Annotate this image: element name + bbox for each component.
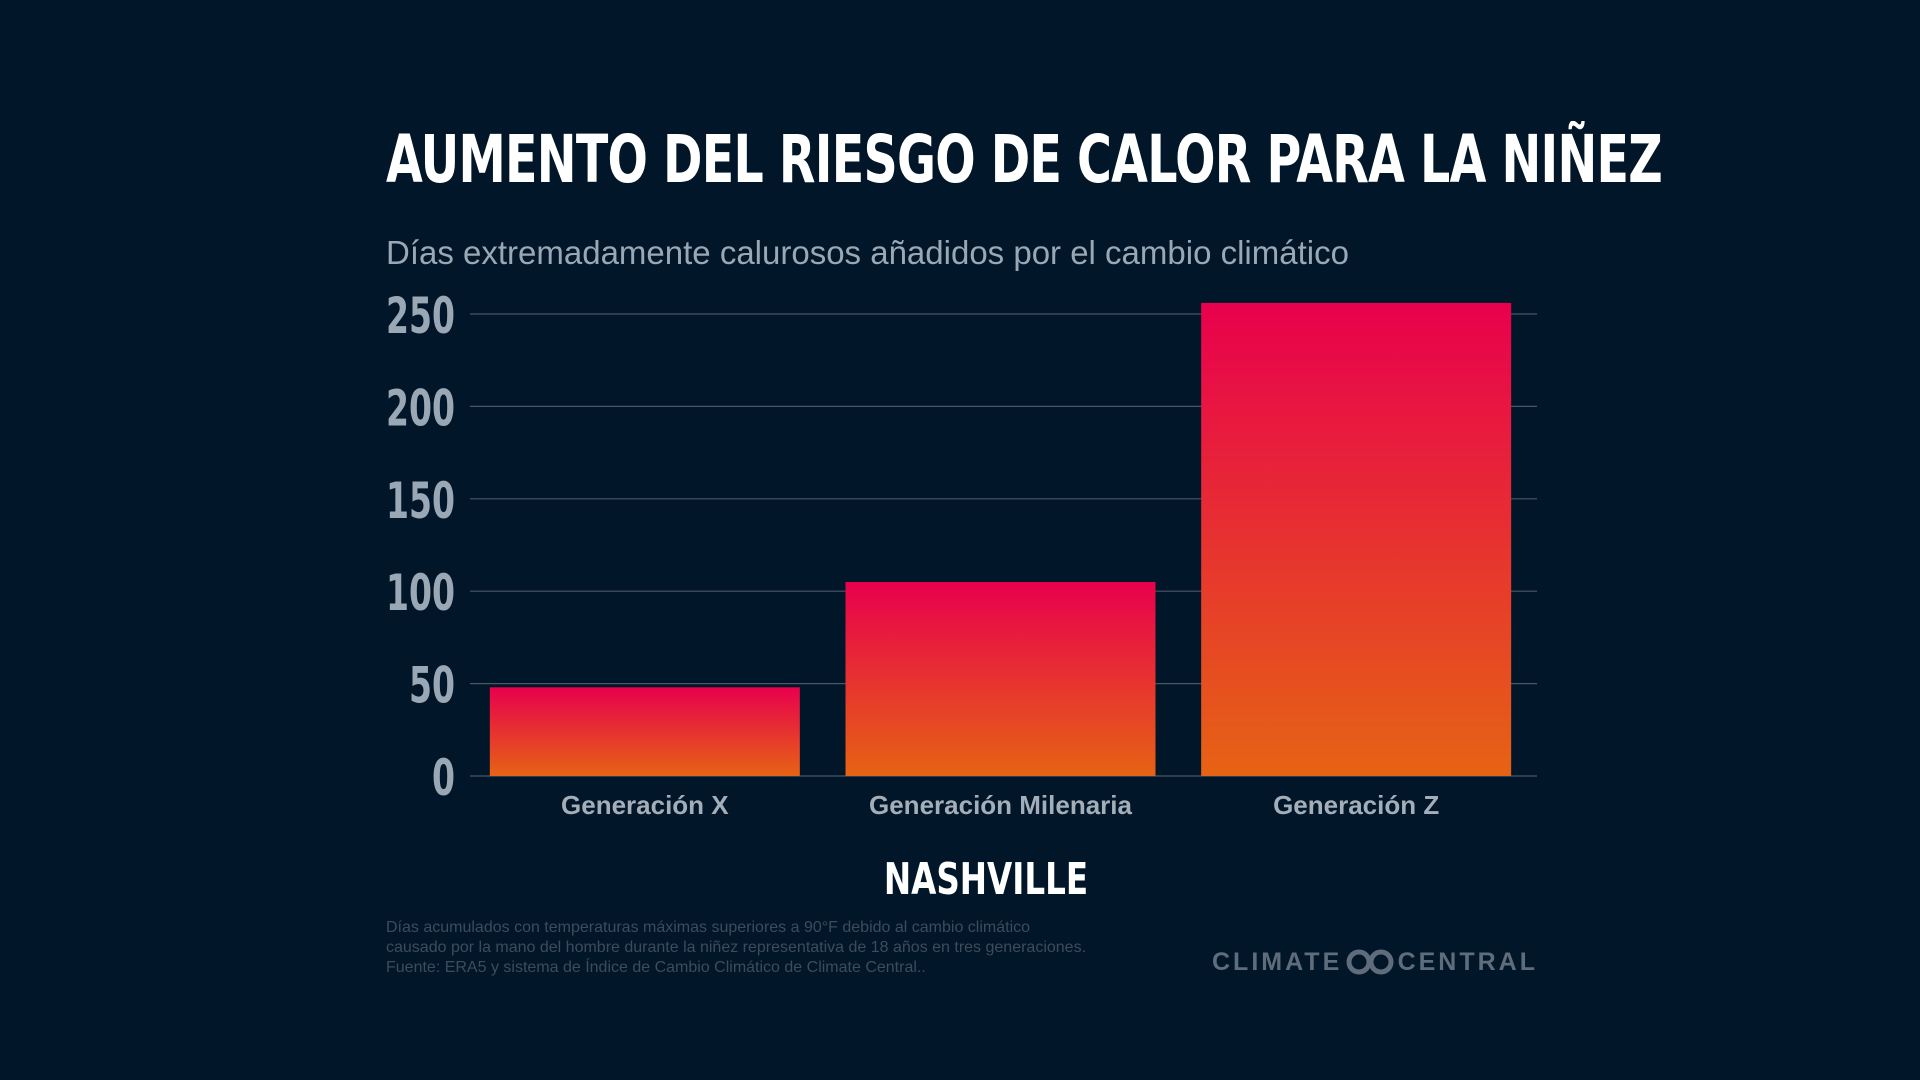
y-tick-label: 100 xyxy=(386,564,455,622)
x-category-label: Generación Milenaria xyxy=(869,790,1133,820)
brand-word-right: CENTRAL xyxy=(1397,947,1538,976)
footnote-line: causado por la mano del hombre durante l… xyxy=(386,939,1087,956)
y-axis: 0 50 100 150 200 250 xyxy=(386,287,455,807)
bar xyxy=(489,687,800,776)
y-tick-label: 0 xyxy=(432,749,455,807)
bars xyxy=(489,302,1512,776)
x-category-label: Generación Z xyxy=(1273,790,1439,820)
climate-central-logo: CLIMATE CENTRAL xyxy=(1212,944,1538,980)
bar xyxy=(845,581,1156,776)
footnote-line: Fuente: ERA5 y sistema de Índice de Camb… xyxy=(386,959,926,976)
brand-word-left: CLIMATE xyxy=(1212,947,1343,976)
footnote: Días acumulados con temperaturas máximas… xyxy=(386,918,1186,978)
infinity-loop-icon xyxy=(1346,949,1394,975)
y-tick-label: 200 xyxy=(386,379,455,437)
footnote-line: Días acumulados con temperaturas máximas… xyxy=(386,919,1031,936)
bar xyxy=(1201,302,1512,776)
location-label: NASHVILLE xyxy=(883,854,1089,905)
chart-title: AUMENTO DEL RIESGO DE CALOR PARA LA NIÑE… xyxy=(386,121,1663,198)
y-tick-label: 250 xyxy=(386,287,455,345)
x-axis: Generación X Generación Milenaria Generaci… xyxy=(561,790,1439,820)
chart-subtitle: Días extremadamente calurosos añadidos p… xyxy=(386,234,1349,271)
x-category-label: Generación X xyxy=(561,790,729,820)
bar-chart: 0 50 100 150 200 250 Generación X Generación M… xyxy=(386,287,1537,820)
y-tick-label: 150 xyxy=(386,472,455,530)
y-tick-label: 50 xyxy=(409,657,455,715)
